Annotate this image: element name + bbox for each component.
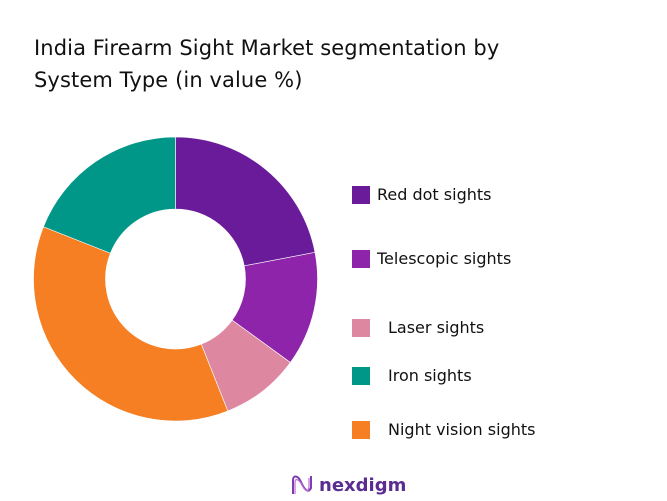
donut-slice-iron-sights: [43, 136, 176, 254]
legend-label: Laser sights: [388, 318, 485, 337]
chart-title: India Firearm Sight Market segmentation …: [34, 32, 634, 96]
title-line-2: System Type (in value %): [34, 68, 303, 92]
legend-item-night-vision-sights: Night vision sights: [352, 420, 535, 439]
legend-swatch: [352, 185, 370, 204]
legend-label: Iron sights: [388, 366, 472, 385]
donut-slice-red-dot-sights: [175, 136, 316, 267]
legend-swatch: [352, 318, 370, 337]
legend-swatch: [352, 366, 370, 385]
legend-label: Night vision sights: [388, 420, 536, 439]
legend-label: Red dot sights: [377, 185, 492, 204]
legend-item-laser-sights: Laser sights: [352, 318, 484, 337]
legend-item-telescopic-sights: Telescopic sights: [352, 249, 511, 268]
brand-name: nexdigm: [319, 474, 407, 496]
legend-swatch: [352, 420, 370, 439]
legend-label: Telescopic sights: [377, 249, 512, 268]
legend-item-red-dot-sights: Red dot sights: [352, 185, 491, 204]
title-line-1: India Firearm Sight Market segmentation …: [34, 36, 500, 60]
legend-swatch: [352, 249, 370, 268]
nexdigm-wave-logo-icon: [292, 475, 312, 494]
donut-slice-night-vision-sights: [33, 226, 229, 422]
legend-item-iron-sights: Iron sights: [352, 366, 472, 385]
brand-logo: nexdigm: [291, 474, 406, 496]
